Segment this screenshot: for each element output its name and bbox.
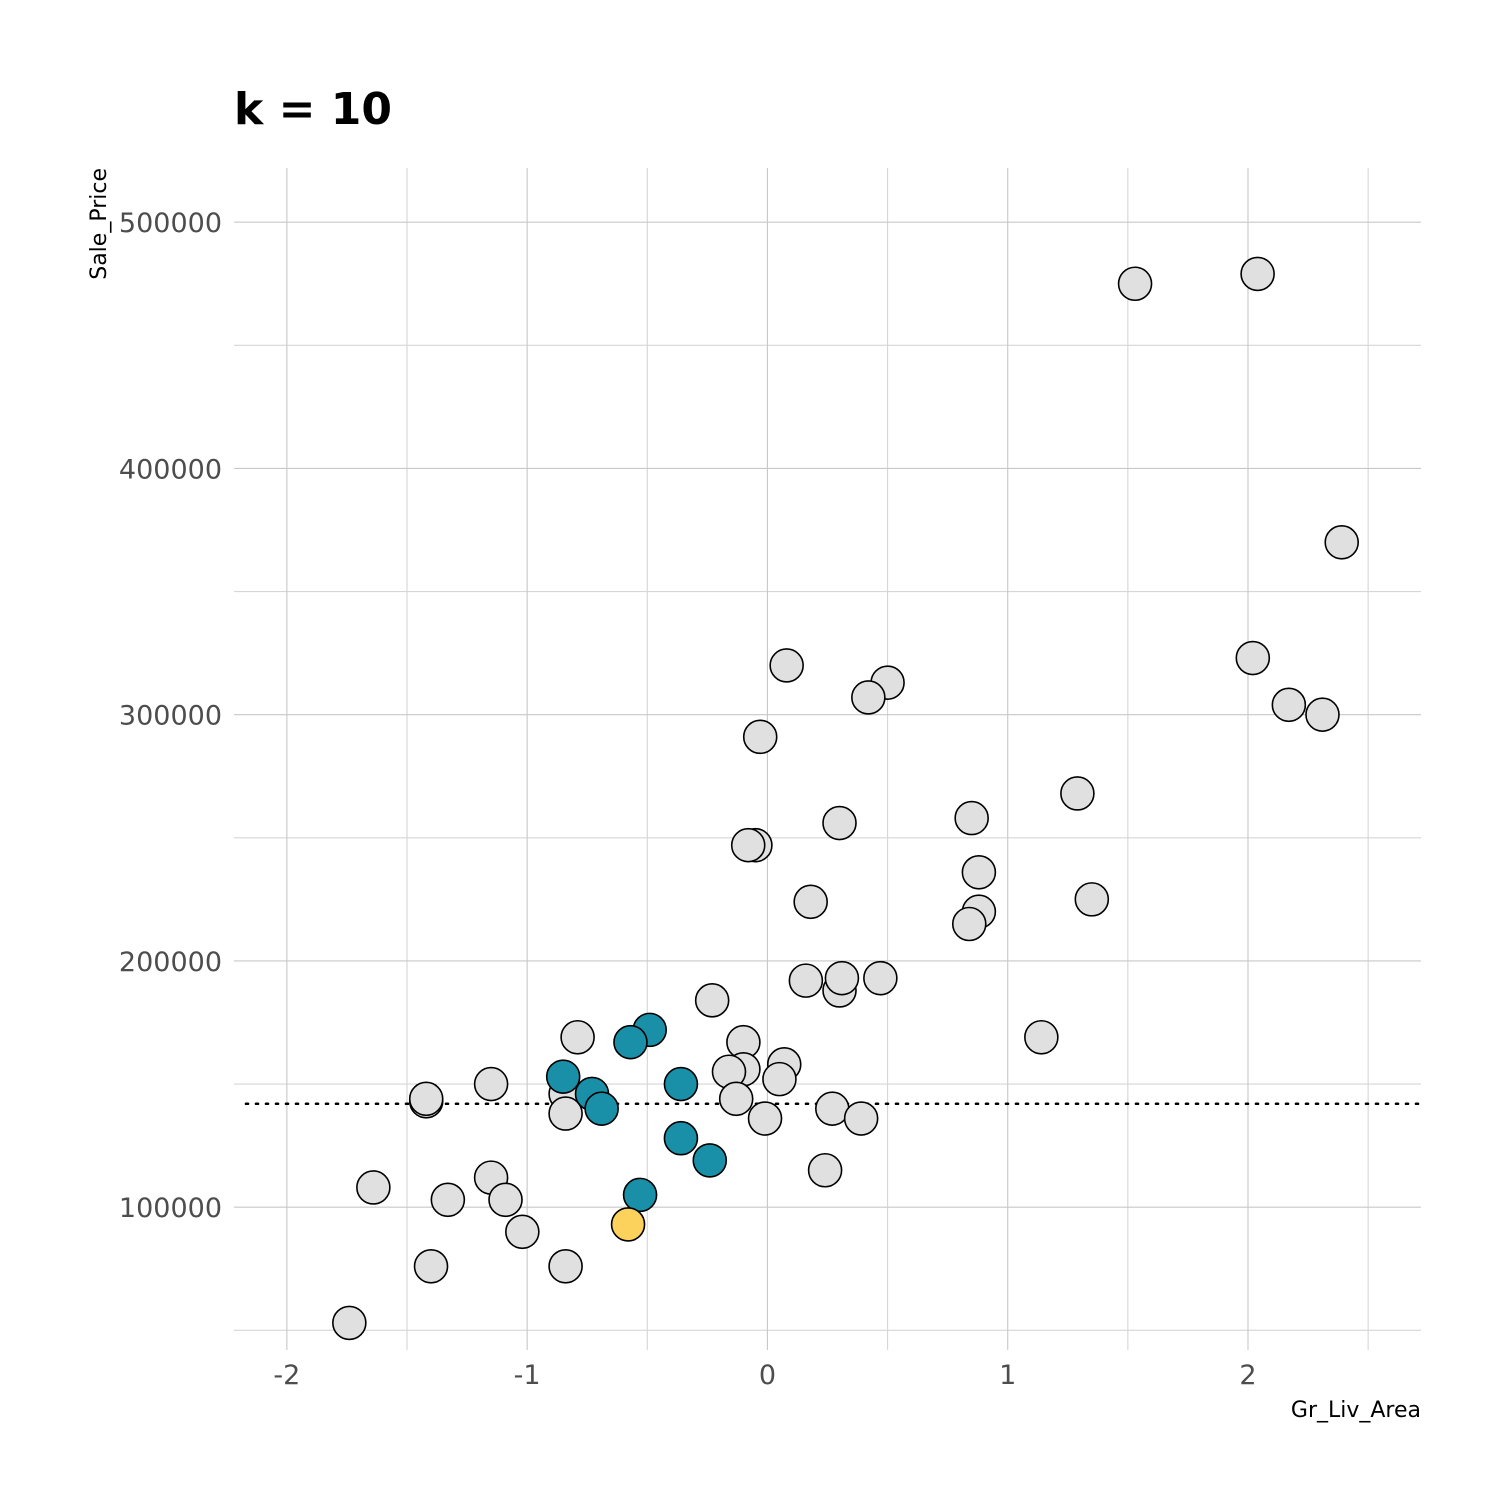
y-axis-label: Sale_Price (87, 168, 112, 280)
x-tick-label: 2 (1239, 1360, 1256, 1391)
data-point (822, 805, 857, 841)
neighbor-point (622, 1177, 658, 1213)
neighbor-point (663, 1120, 699, 1156)
x-tick-label: -1 (514, 1360, 541, 1391)
data-point (863, 960, 898, 996)
data-point (1235, 640, 1271, 676)
data-point (718, 1081, 754, 1117)
neighbor-point (613, 1024, 648, 1060)
data-point (843, 1101, 879, 1136)
data-point (742, 719, 778, 755)
x-tick-label: -2 (273, 1360, 300, 1391)
data-point (1024, 1019, 1059, 1055)
data-point (548, 1248, 583, 1284)
query-point (610, 1207, 646, 1242)
x-tick-label: 0 (759, 1360, 776, 1391)
data-point (408, 1081, 444, 1117)
data-point (473, 1066, 509, 1102)
data-point (430, 1182, 466, 1218)
data-point (769, 648, 804, 683)
data-point (1240, 256, 1275, 292)
data-point (730, 827, 766, 863)
data-point (332, 1305, 367, 1341)
x-axis-ticks: -2 -1 0 1 2 (273, 1360, 1256, 1391)
data-point (1305, 697, 1340, 732)
data-point (413, 1248, 449, 1284)
data-point (815, 1091, 850, 1126)
data-point (1324, 524, 1360, 560)
y-tick-label: 500000 (119, 208, 222, 239)
data-point (488, 1182, 523, 1218)
data-points (332, 256, 1360, 1341)
data-point (807, 1152, 843, 1188)
neighbor-point (584, 1091, 619, 1126)
data-point (1074, 882, 1110, 917)
data-point (788, 963, 824, 998)
neighbor-point (663, 1066, 699, 1102)
x-axis-label: Gr_Liv_Area (1291, 1398, 1421, 1423)
data-point (694, 983, 730, 1018)
y-tick-label: 200000 (119, 947, 222, 978)
data-point (1271, 687, 1307, 723)
neighbor-point (692, 1143, 728, 1178)
data-point (747, 1101, 783, 1136)
grid (234, 168, 1421, 1350)
y-tick-label: 300000 (119, 701, 222, 732)
data-point (954, 800, 989, 836)
data-point (548, 1096, 583, 1131)
data-point (560, 1019, 595, 1055)
chart-title: k = 10 (234, 84, 392, 135)
y-axis-ticks: 100000 200000 300000 400000 500000 (119, 208, 222, 1224)
data-point (356, 1170, 391, 1205)
neighbor-point (545, 1059, 581, 1094)
data-point (1117, 266, 1153, 302)
data-point (824, 960, 860, 996)
data-point (793, 884, 828, 920)
data-point (961, 854, 997, 890)
data-point (851, 680, 886, 715)
data-point (1060, 776, 1095, 811)
x-tick-label: 1 (999, 1360, 1016, 1391)
y-tick-label: 400000 (119, 454, 222, 485)
data-point (951, 906, 987, 942)
data-point (762, 1061, 797, 1097)
y-tick-label: 100000 (119, 1193, 222, 1224)
data-point (505, 1214, 540, 1250)
